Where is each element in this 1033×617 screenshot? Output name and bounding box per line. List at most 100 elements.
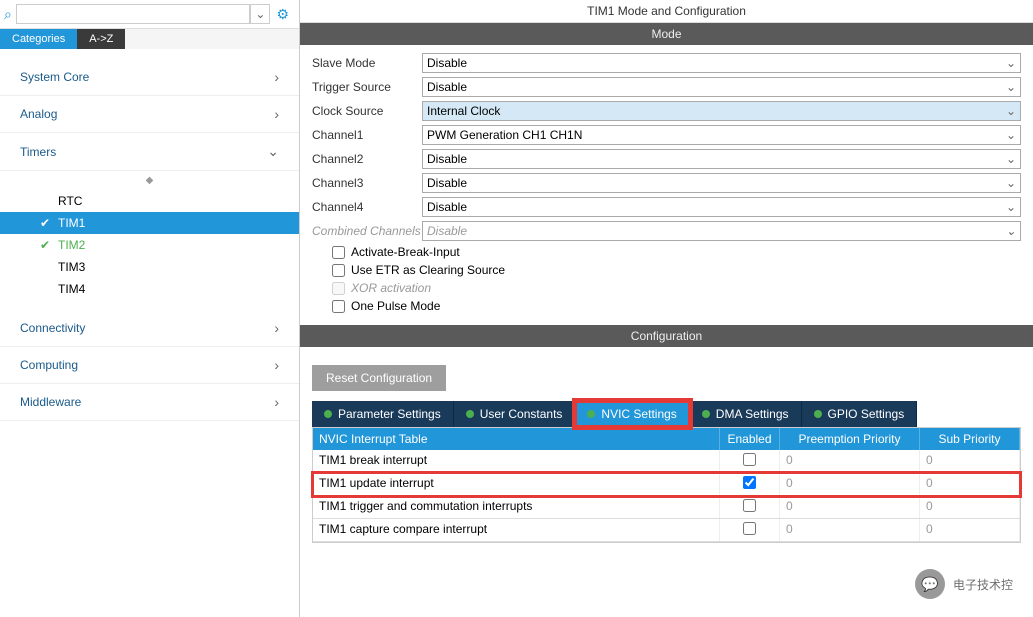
tab-nvic-settings[interactable]: NVIC Settings [575, 401, 689, 427]
chevron-down-icon: ⌄ [1006, 128, 1016, 142]
activate-break-checkbox-row: Activate-Break-Input [312, 245, 1021, 259]
table-row: TIM1 capture compare interrupt 0 0 [313, 519, 1020, 542]
tab-categories[interactable]: Categories [0, 29, 77, 49]
tree-item-label: TIM3 [58, 260, 85, 274]
chevron-down-icon: ⌄ [1006, 224, 1016, 238]
mode-form: Slave Mode Disable ⌄ Trigger Source Disa… [300, 45, 1033, 325]
category-timers[interactable]: Timers ⌄ [0, 133, 299, 171]
tree-item-label: RTC [58, 194, 82, 208]
col-header-name: NVIC Interrupt Table [313, 428, 720, 450]
clock-source-select[interactable]: Internal Clock ⌄ [422, 101, 1021, 121]
tree-item-rtc[interactable]: RTC [0, 190, 299, 212]
select-value: PWM Generation CH1 CH1N [427, 128, 582, 142]
slave-mode-select[interactable]: Disable ⌄ [422, 53, 1021, 73]
cell-name: TIM1 break interrupt [313, 450, 720, 472]
configuration-section: Reset Configuration Parameter Settings U… [300, 355, 1033, 543]
cell-sub[interactable]: 0 [920, 496, 1020, 518]
table-row: TIM1 break interrupt 0 0 [313, 450, 1020, 473]
config-tabs: Parameter Settings User Constants NVIC S… [300, 401, 1033, 427]
cell-preempt[interactable]: 0 [780, 496, 920, 518]
sidebar-tabs: Categories A->Z [0, 29, 299, 49]
category-label: Analog [20, 107, 57, 121]
enabled-checkbox[interactable] [743, 499, 756, 512]
tab-user-constants[interactable]: User Constants [454, 401, 576, 427]
cell-preempt[interactable]: 0 [780, 519, 920, 541]
channel1-select[interactable]: PWM Generation CH1 CH1N ⌄ [422, 125, 1021, 145]
table-row: TIM1 trigger and commutation interrupts … [313, 496, 1020, 519]
tab-label: NVIC Settings [601, 407, 676, 421]
category-connectivity[interactable]: Connectivity › [0, 310, 299, 347]
cell-sub[interactable]: 0 [920, 473, 1020, 495]
status-dot-icon [702, 410, 710, 418]
enabled-checkbox[interactable] [743, 476, 756, 489]
check-icon: ✔ [40, 216, 54, 230]
tree-item-tim4[interactable]: TIM4 [0, 278, 299, 300]
gear-icon[interactable]: ⚙ [270, 6, 295, 23]
category-label: Middleware [20, 395, 81, 409]
search-bar: ⌕ ⌄ ⚙ [0, 0, 299, 29]
enabled-checkbox[interactable] [743, 522, 756, 535]
use-etr-checkbox-row: Use ETR as Clearing Source [312, 263, 1021, 277]
channel3-select[interactable]: Disable ⌄ [422, 173, 1021, 193]
chevron-down-icon: ⌄ [267, 143, 279, 160]
cell-preempt[interactable]: 0 [780, 473, 920, 495]
col-header-preempt: Preemption Priority [780, 428, 920, 450]
use-etr-checkbox[interactable] [332, 264, 345, 277]
channel4-label: Channel4 [312, 200, 422, 214]
tab-label: Parameter Settings [338, 407, 441, 421]
check-icon: ✔ [40, 238, 54, 252]
tree-item-label: TIM2 [58, 238, 85, 252]
wechat-icon: 💬 [915, 569, 945, 599]
xor-checkbox-row: XOR activation [312, 281, 1021, 295]
one-pulse-checkbox-row: One Pulse Mode [312, 299, 1021, 313]
cell-preempt[interactable]: 0 [780, 450, 920, 472]
tree-item-tim2[interactable]: ✔ TIM2 [0, 234, 299, 256]
chevron-right-icon: › [274, 357, 279, 373]
category-label: Connectivity [20, 321, 85, 335]
one-pulse-checkbox[interactable] [332, 300, 345, 313]
combined-channels-label: Combined Channels [312, 224, 422, 238]
tree-item-tim1[interactable]: ✔ TIM1 [0, 212, 299, 234]
chevron-right-icon: › [274, 69, 279, 85]
tab-parameter-settings[interactable]: Parameter Settings [312, 401, 454, 427]
category-label: Computing [20, 358, 78, 372]
cell-sub[interactable]: 0 [920, 450, 1020, 472]
mode-header: Mode [300, 23, 1033, 45]
search-dropdown[interactable]: ⌄ [250, 4, 270, 24]
cell-sub[interactable]: 0 [920, 519, 1020, 541]
timers-tree: RTC ✔ TIM1 ✔ TIM2 TIM3 TIM4 [0, 190, 299, 310]
col-header-enabled: Enabled [720, 428, 780, 450]
tree-item-tim3[interactable]: TIM3 [0, 256, 299, 278]
tab-label: GPIO Settings [828, 407, 905, 421]
clock-source-label: Clock Source [312, 104, 422, 118]
checkbox-label: Use ETR as Clearing Source [351, 263, 505, 277]
category-analog[interactable]: Analog › [0, 96, 299, 133]
enabled-checkbox[interactable] [743, 453, 756, 466]
sidebar: ⌕ ⌄ ⚙ Categories A->Z System Core › Anal… [0, 0, 300, 617]
tab-az[interactable]: A->Z [77, 29, 125, 49]
trigger-source-label: Trigger Source [312, 80, 422, 94]
activate-break-checkbox[interactable] [332, 246, 345, 259]
channel4-select[interactable]: Disable ⌄ [422, 197, 1021, 217]
select-value: Disable [427, 200, 467, 214]
status-dot-icon [587, 410, 595, 418]
tab-gpio-settings[interactable]: GPIO Settings [802, 401, 918, 427]
sort-indicator[interactable]: ◆ [0, 171, 299, 190]
channel2-select[interactable]: Disable ⌄ [422, 149, 1021, 169]
trigger-source-select[interactable]: Disable ⌄ [422, 77, 1021, 97]
tree-item-label: TIM4 [58, 282, 85, 296]
category-system-core[interactable]: System Core › [0, 59, 299, 96]
tab-dma-settings[interactable]: DMA Settings [690, 401, 802, 427]
chevron-down-icon: ⌄ [1006, 56, 1016, 70]
reset-configuration-button[interactable]: Reset Configuration [312, 365, 446, 391]
tree-item-label: TIM1 [58, 216, 85, 230]
category-computing[interactable]: Computing › [0, 347, 299, 384]
page-title: TIM1 Mode and Configuration [300, 0, 1033, 23]
select-value: Internal Clock [427, 104, 500, 118]
select-value: Disable [427, 80, 467, 94]
search-input[interactable] [16, 4, 251, 24]
cell-name: TIM1 trigger and commutation interrupts [313, 496, 720, 518]
category-middleware[interactable]: Middleware › [0, 384, 299, 421]
status-dot-icon [324, 410, 332, 418]
select-value: Disable [427, 176, 467, 190]
